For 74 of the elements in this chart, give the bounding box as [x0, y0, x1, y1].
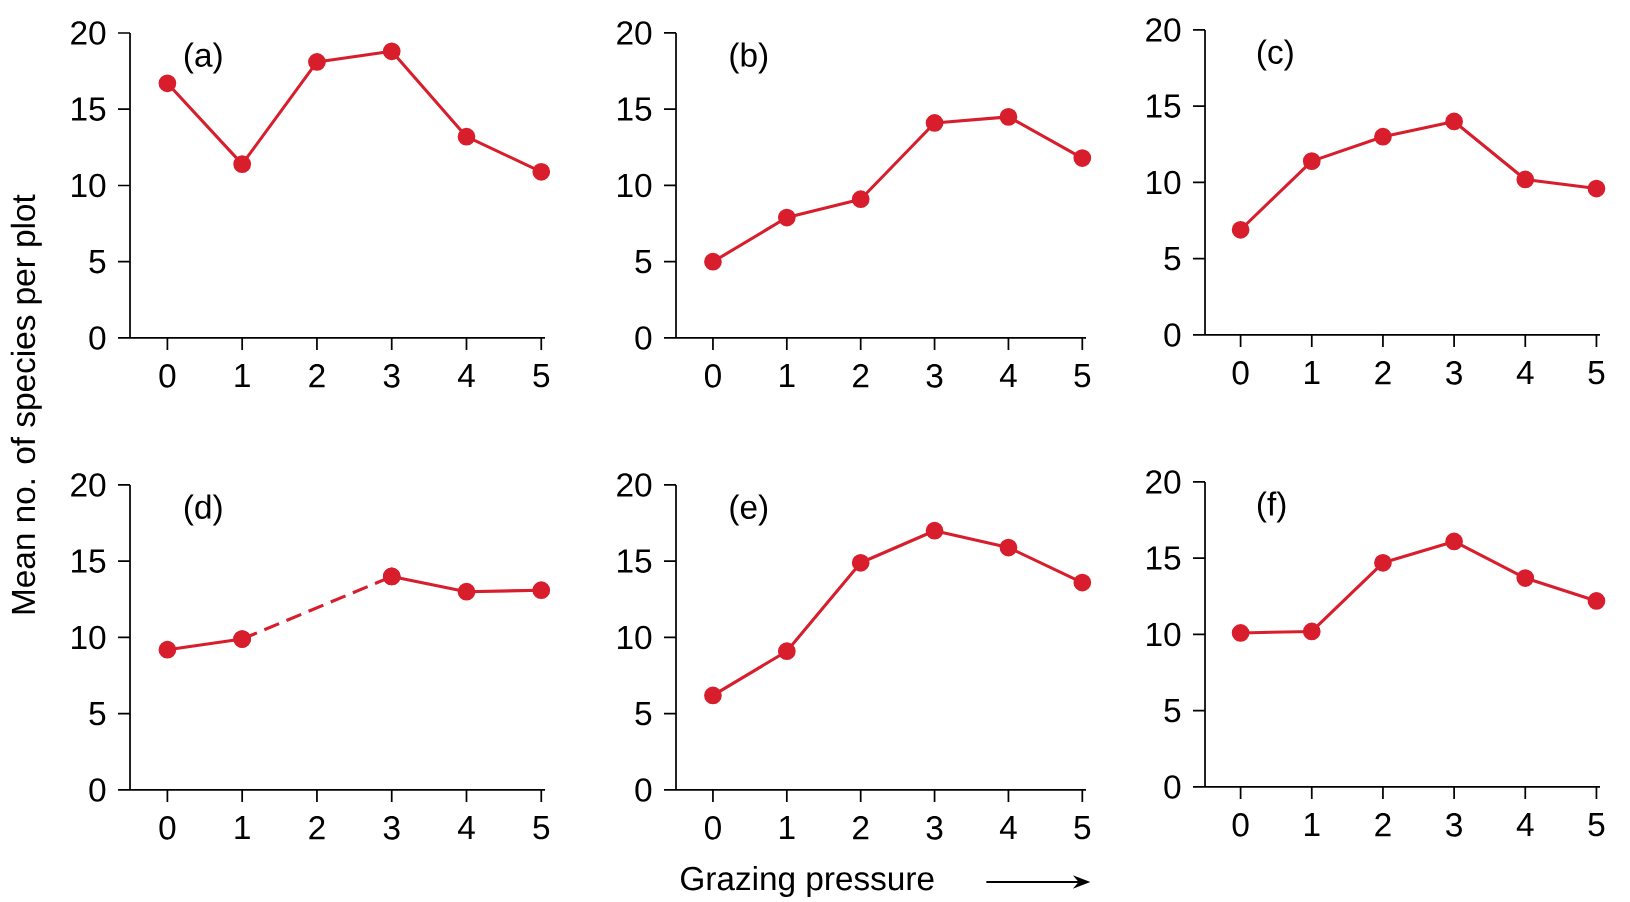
y-tick-label: 0 [1164, 775, 1181, 799]
x-tick-label: 2 [309, 816, 325, 840]
x-tick-label: 2 [853, 816, 869, 840]
y-tick-label: 10 [1147, 170, 1181, 195]
x-tick-label: 0 [1232, 813, 1249, 837]
y-tick-label: 20 [1146, 18, 1181, 42]
x-tick-label: 4 [999, 816, 1017, 839]
chart-title: (a) [184, 42, 222, 74]
x-tick-label: 0 [159, 364, 176, 388]
x-tick-label: 1 [780, 816, 795, 839]
x-tick-label: 5 [533, 816, 550, 840]
x-tick-label: 4 [1516, 813, 1534, 836]
y-tick-label: 15 [72, 97, 106, 121]
x-tick-label: 2 [309, 364, 325, 388]
x-tick-label: 3 [926, 364, 943, 388]
x-tick-label: 5 [533, 364, 550, 388]
y-tick-label: 15 [1147, 94, 1181, 118]
chart-title: (d) [184, 494, 222, 526]
x-tick-label: 3 [926, 816, 943, 840]
y-tick-label: 5 [635, 250, 652, 274]
y-tick-label: 10 [72, 173, 106, 198]
y-tick-label: 5 [89, 702, 106, 726]
y-tick-label: 15 [618, 97, 652, 121]
x-tick-label: 0 [704, 364, 721, 388]
y-tick-label: 10 [618, 173, 652, 198]
x-tick-label: 5 [1588, 813, 1605, 837]
y-tick-label: 0 [635, 326, 652, 350]
y-tick-label: 5 [89, 250, 106, 274]
x-tick-label: 4 [458, 364, 475, 387]
y-tick-label: 15 [72, 549, 106, 573]
chart-title: (f) [1257, 491, 1286, 523]
x-tick-label: 2 [1375, 813, 1391, 837]
x-tick-label: 1 [1305, 361, 1320, 384]
chart-title: (e) [730, 494, 768, 526]
x-tick-label: 3 [1446, 361, 1462, 385]
y-tick-label: 20 [1146, 470, 1181, 494]
x-tick-label: 4 [999, 364, 1017, 387]
y-tick-label: 5 [635, 702, 652, 726]
y-tick-label: 20 [617, 473, 652, 497]
x-tick-label: 3 [383, 364, 400, 388]
chart-title: (c) [1257, 39, 1293, 71]
x-tick-label: 0 [1232, 361, 1249, 385]
x-tick-label: 3 [1446, 813, 1462, 837]
y-tick-label: 0 [89, 326, 106, 350]
x-tick-label: 1 [235, 364, 250, 387]
x-tick-label: 5 [1588, 361, 1605, 385]
y-tick-label: 20 [71, 473, 106, 497]
x-tick-label: 0 [159, 816, 176, 840]
y-tick-label: 20 [71, 21, 106, 45]
y-axis-title: Mean no. of species per plot [10, 194, 42, 614]
y-tick-label: 0 [1164, 323, 1181, 347]
y-tick-label: 10 [72, 625, 106, 650]
y-tick-label: 5 [1164, 247, 1181, 271]
y-tick-label: 15 [1147, 546, 1181, 570]
y-tick-label: 20 [617, 21, 652, 45]
y-tick-label: 15 [618, 549, 652, 573]
y-tick-label: 10 [618, 625, 652, 650]
y-tick-label: 0 [89, 778, 106, 802]
x-tick-label: 4 [1516, 361, 1534, 384]
y-tick-label: 5 [1164, 699, 1181, 723]
x-tick-label: 1 [1305, 813, 1320, 836]
x-tick-label: 1 [780, 364, 795, 387]
x-tick-label: 4 [458, 816, 475, 839]
x-tick-label: 0 [704, 816, 721, 840]
x-tick-label: 2 [853, 364, 869, 388]
y-tick-label: 0 [635, 778, 652, 802]
y-tick-label: 10 [1147, 622, 1181, 647]
x-tick-label: 5 [1074, 816, 1091, 840]
x-tick-label: 5 [1074, 364, 1091, 388]
x-tick-label: 2 [1375, 361, 1391, 385]
chart-title: (b) [730, 42, 768, 74]
x-axis-title: Grazing pressure [681, 865, 934, 898]
x-tick-label: 3 [383, 816, 400, 840]
x-tick-label: 1 [235, 816, 250, 839]
